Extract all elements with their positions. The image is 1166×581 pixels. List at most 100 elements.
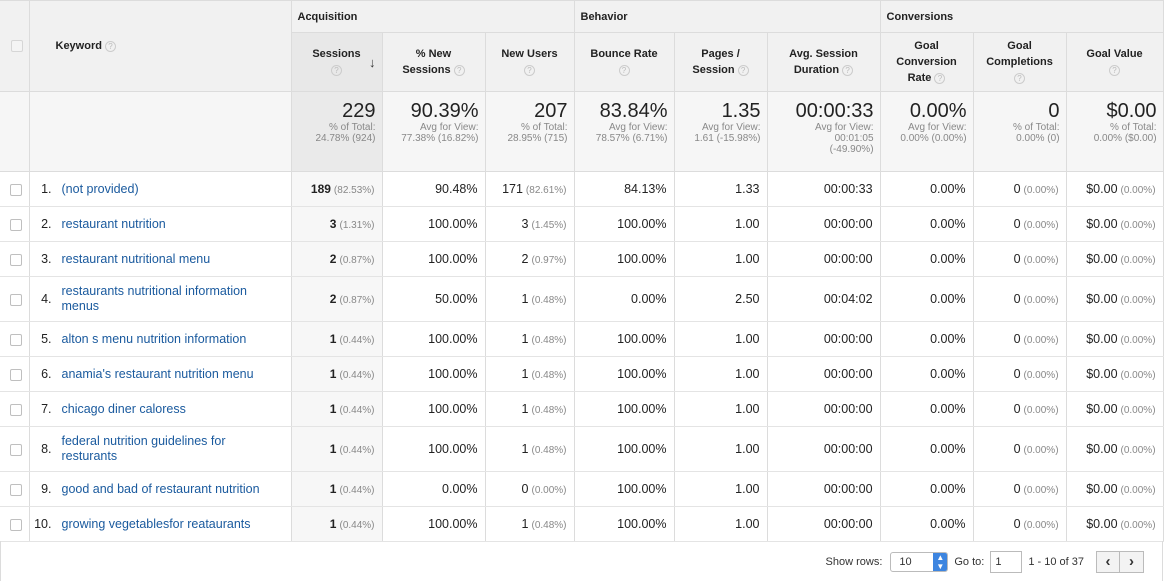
help-icon[interactable]: ? — [737, 64, 749, 76]
gv-value: $0.00 — [1086, 367, 1118, 381]
row-checkbox[interactable] — [9, 368, 22, 381]
table-row: 3. restaurant nutritional menu 2 (0.87%) 100… — [0, 241, 1164, 277]
sessions-value: 189 — [310, 182, 331, 196]
keyword-link[interactable]: growing vegetablesfor reataurants — [61, 516, 251, 531]
keyword-header[interactable]: Keyword ? — [29, 0, 292, 92]
new-users-cell: 3 (1.45%) — [485, 206, 575, 242]
keyword-cell: 7. chicago diner caloress — [29, 391, 292, 427]
keyword-cell: 9. good and bad of restaurant nutrition — [29, 471, 292, 507]
goal-value-header[interactable]: Goal Value ? — [1066, 32, 1164, 92]
row-checkbox-cell — [0, 321, 30, 357]
goal-value-cell: $0.00 (0.00%) — [1066, 471, 1164, 507]
pages-session-cell: 2.50 — [674, 276, 768, 322]
gc-value: 0 — [1013, 332, 1021, 346]
goal-conversion-rate-cell: 0.00% — [880, 471, 974, 507]
new-sessions-header[interactable]: % New Sessions ? — [382, 32, 486, 92]
help-icon[interactable]: ? — [934, 72, 946, 84]
gcr-header-label-1: Goal — [914, 40, 939, 52]
gc-percent: (0.00%) — [1023, 445, 1059, 456]
help-icon[interactable]: ? — [842, 64, 854, 76]
avg-session-duration-header[interactable]: Avg. Session Duration ? — [767, 32, 881, 92]
total-value: 1.35 — [721, 100, 761, 122]
total-caption: Avg for View: — [701, 122, 761, 133]
sessions-cell: 1 (0.44%) — [291, 391, 383, 427]
row-checkbox[interactable] — [9, 183, 22, 196]
new-users-percent: (0.97%) — [531, 255, 567, 266]
total-caption: % of Total: — [520, 122, 568, 133]
new-users-cell: 1 (0.48%) — [485, 321, 575, 357]
total-caption: % of Total: — [1110, 122, 1157, 133]
help-icon[interactable]: ? — [453, 64, 465, 76]
row-checkbox[interactable] — [9, 293, 22, 306]
gv-value: $0.00 — [1086, 292, 1118, 306]
help-icon[interactable]: ? — [105, 40, 117, 52]
goal-completions-cell: 0 (0.00%) — [973, 426, 1067, 472]
sessions-cell: 2 (0.87%) — [291, 276, 383, 322]
keyword-link[interactable]: restaurants nutritional information menu… — [61, 284, 248, 313]
gv-percent: (0.00%) — [1120, 220, 1156, 231]
table-row: 6. anamia's restaurant nutrition menu 1 (0.… — [0, 356, 1164, 392]
bounce-rate-cell: 100.00% — [574, 471, 675, 507]
sessions-value: 1 — [329, 517, 337, 531]
next-page-button[interactable]: › — [1120, 551, 1144, 573]
goal-conversion-rate-header[interactable]: Goal Conversion Rate ? — [880, 32, 974, 92]
row-checkbox[interactable] — [9, 253, 22, 266]
help-icon[interactable]: ? — [524, 64, 535, 76]
keyword-link[interactable]: federal nutrition guidelines for restura… — [61, 434, 226, 463]
bounce-rate-header-label: Bounce Rate — [590, 48, 658, 60]
gv-value: $0.00 — [1086, 332, 1118, 346]
goto-input[interactable]: 1 — [990, 551, 1023, 573]
new-users-cell: 1 (0.48%) — [485, 356, 575, 392]
total-caption: Avg for View: — [814, 122, 874, 133]
row-checkbox[interactable] — [9, 333, 22, 346]
keyword-link[interactable]: alton s menu nutrition information — [61, 331, 247, 346]
help-icon[interactable]: ? — [618, 64, 630, 76]
gv-value: $0.00 — [1086, 482, 1118, 496]
row-checkbox[interactable] — [9, 403, 22, 416]
gv-value: $0.00 — [1086, 217, 1118, 231]
row-checkbox[interactable] — [9, 443, 22, 456]
pagination-controls: Show rows: 10 ▲ ▼ Go to: 1 1 - 10 of 37 ‹… — [826, 551, 1144, 573]
gc-value: 0 — [1013, 442, 1021, 456]
gc-value: 0 — [1013, 517, 1021, 531]
keyword-link[interactable]: (not provided) — [61, 181, 139, 196]
help-icon[interactable]: ? — [331, 64, 342, 76]
new-users-header[interactable]: New Users ? — [485, 32, 575, 92]
row-checkbox[interactable] — [9, 518, 22, 531]
gc-percent: (0.00%) — [1023, 520, 1059, 531]
help-icon[interactable]: ? — [1109, 64, 1121, 76]
goal-value-cell: $0.00 (0.00%) — [1066, 506, 1164, 542]
bounce-rate-cell: 100.00% — [574, 391, 675, 427]
pager: ‹ › — [1096, 551, 1144, 573]
keyword-link[interactable]: restaurant nutrition — [61, 216, 166, 231]
keyword-link[interactable]: anamia's restaurant nutrition menu — [61, 366, 254, 381]
sessions-header[interactable]: Sessions ? ↓ — [291, 32, 383, 92]
goal-completions-cell: 0 (0.00%) — [973, 356, 1067, 392]
pages-session-header[interactable]: Pages / Session ? — [674, 32, 768, 92]
row-checkbox[interactable] — [9, 218, 22, 231]
keyword-link[interactable]: chicago diner caloress — [61, 401, 186, 416]
show-rows-select[interactable]: 10 ▲ ▼ — [890, 552, 949, 572]
new-users-value: 0 — [521, 482, 529, 496]
previous-page-button[interactable]: ‹ — [1096, 551, 1120, 573]
new-users-cell: 171 (82.61%) — [485, 171, 575, 207]
sessions-percent: (0.44%) — [339, 405, 375, 416]
goal-value-cell: $0.00 (0.00%) — [1066, 321, 1164, 357]
select-all-checkbox[interactable] — [11, 40, 24, 53]
keyword-link[interactable]: good and bad of restaurant nutrition — [61, 481, 260, 496]
new-sessions-cell: 0.00% — [382, 471, 486, 507]
gc-value: 0 — [1013, 402, 1021, 416]
bounce-rate-header[interactable]: Bounce Rate ? — [574, 32, 675, 92]
row-checkbox[interactable] — [9, 483, 22, 496]
goal-value-cell: $0.00 (0.00%) — [1066, 241, 1164, 277]
sessions-value: 1 — [329, 442, 337, 456]
bounce-rate-cell: 100.00% — [574, 506, 675, 542]
sessions-value: 2 — [329, 252, 337, 266]
new-users-cell: 1 (0.48%) — [485, 506, 575, 542]
keyword-link[interactable]: restaurant nutritional menu — [61, 251, 211, 266]
goal-completions-header[interactable]: Goal Completions ? — [973, 32, 1067, 92]
totals-label-cell — [29, 91, 292, 172]
help-icon[interactable]: ? — [1014, 72, 1026, 84]
gv-value: $0.00 — [1086, 442, 1118, 456]
